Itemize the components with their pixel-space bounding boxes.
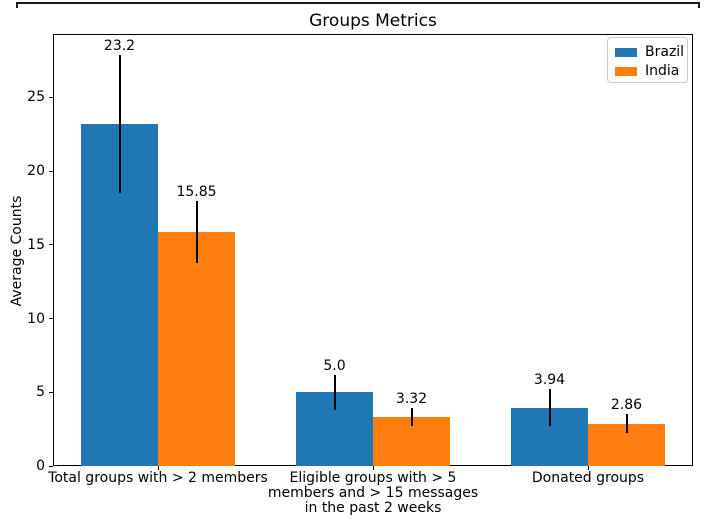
error-bar-brazil-2 <box>548 389 551 427</box>
y-tick <box>49 170 53 172</box>
y-tick-label: 0 <box>36 458 45 474</box>
window-top-edge <box>16 2 700 4</box>
x-tick <box>158 466 159 470</box>
x-tick <box>588 466 589 470</box>
bar-value-label: 3.94 <box>533 372 566 389</box>
y-tick <box>49 96 53 98</box>
legend-label-india: India <box>645 63 680 79</box>
brazil-series-swatch <box>615 48 637 57</box>
error-bar-brazil-0 <box>118 54 121 194</box>
x-tick-label: Eligible groups with > 5 members and > 1… <box>267 470 479 516</box>
bar-value-label: 2.86 <box>610 397 643 414</box>
y-tick-label: 25 <box>27 89 45 106</box>
india-series-swatch <box>615 67 637 76</box>
x-tick-label: Donated groups <box>531 470 645 486</box>
error-bar-india-1 <box>410 408 413 426</box>
bar-value-label: 23.2 <box>103 37 136 54</box>
y-tick-label: 5 <box>36 384 45 401</box>
window-edge-left-hook <box>16 2 18 8</box>
window-edge-right-hook <box>698 2 700 8</box>
bar-value-label: 5.0 <box>323 357 346 374</box>
y-tick <box>49 318 53 320</box>
legend: Brazil India <box>607 37 688 83</box>
bar-value-label: 3.32 <box>395 391 428 408</box>
bar-value-label: 15.85 <box>176 184 217 201</box>
error-bar-india-0 <box>195 201 198 264</box>
legend-item-brazil: Brazil <box>615 43 684 62</box>
bar-india-0 <box>158 232 235 466</box>
y-tick-label: 15 <box>27 236 45 253</box>
legend-item-india: India <box>615 62 680 81</box>
x-tick-label: Total groups with > 2 members <box>48 470 268 486</box>
chart-title: Groups Metrics <box>309 11 437 31</box>
y-tick-label: 20 <box>27 163 45 180</box>
y-tick-label: 10 <box>27 310 45 327</box>
error-bar-india-2 <box>625 414 628 434</box>
error-bar-brazil-1 <box>333 374 336 410</box>
legend-label-brazil: Brazil <box>645 44 685 60</box>
y-tick <box>49 244 53 246</box>
x-tick <box>373 466 374 470</box>
y-tick <box>49 465 53 467</box>
y-tick <box>49 391 53 393</box>
